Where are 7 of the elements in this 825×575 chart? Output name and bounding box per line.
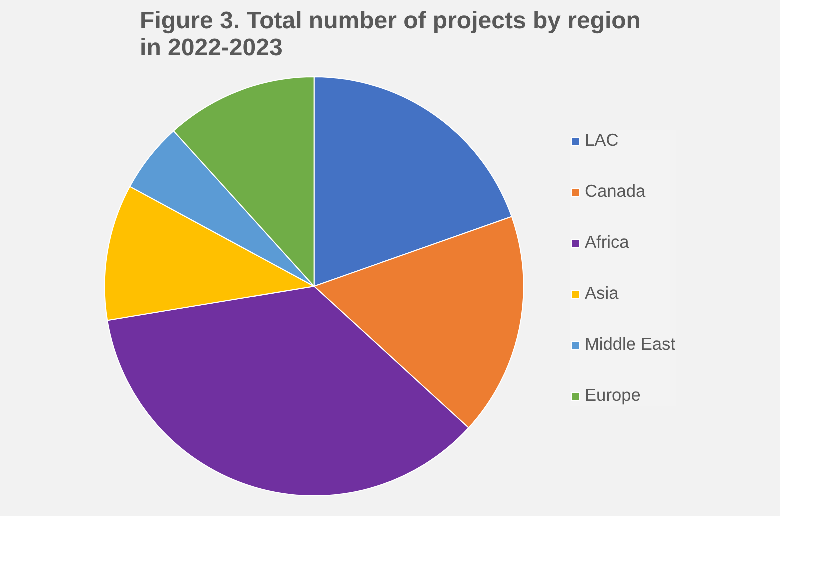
legend-label: Europe bbox=[585, 385, 641, 406]
legend-label: Asia bbox=[585, 283, 619, 304]
chart-title: Figure 3. Total number of projects by region in 2022-2023 bbox=[140, 8, 641, 62]
legend-label: Africa bbox=[585, 232, 630, 253]
legend-label: LAC bbox=[585, 130, 619, 151]
legend-label: Canada bbox=[585, 181, 646, 202]
legend-label: Middle East bbox=[585, 334, 676, 355]
